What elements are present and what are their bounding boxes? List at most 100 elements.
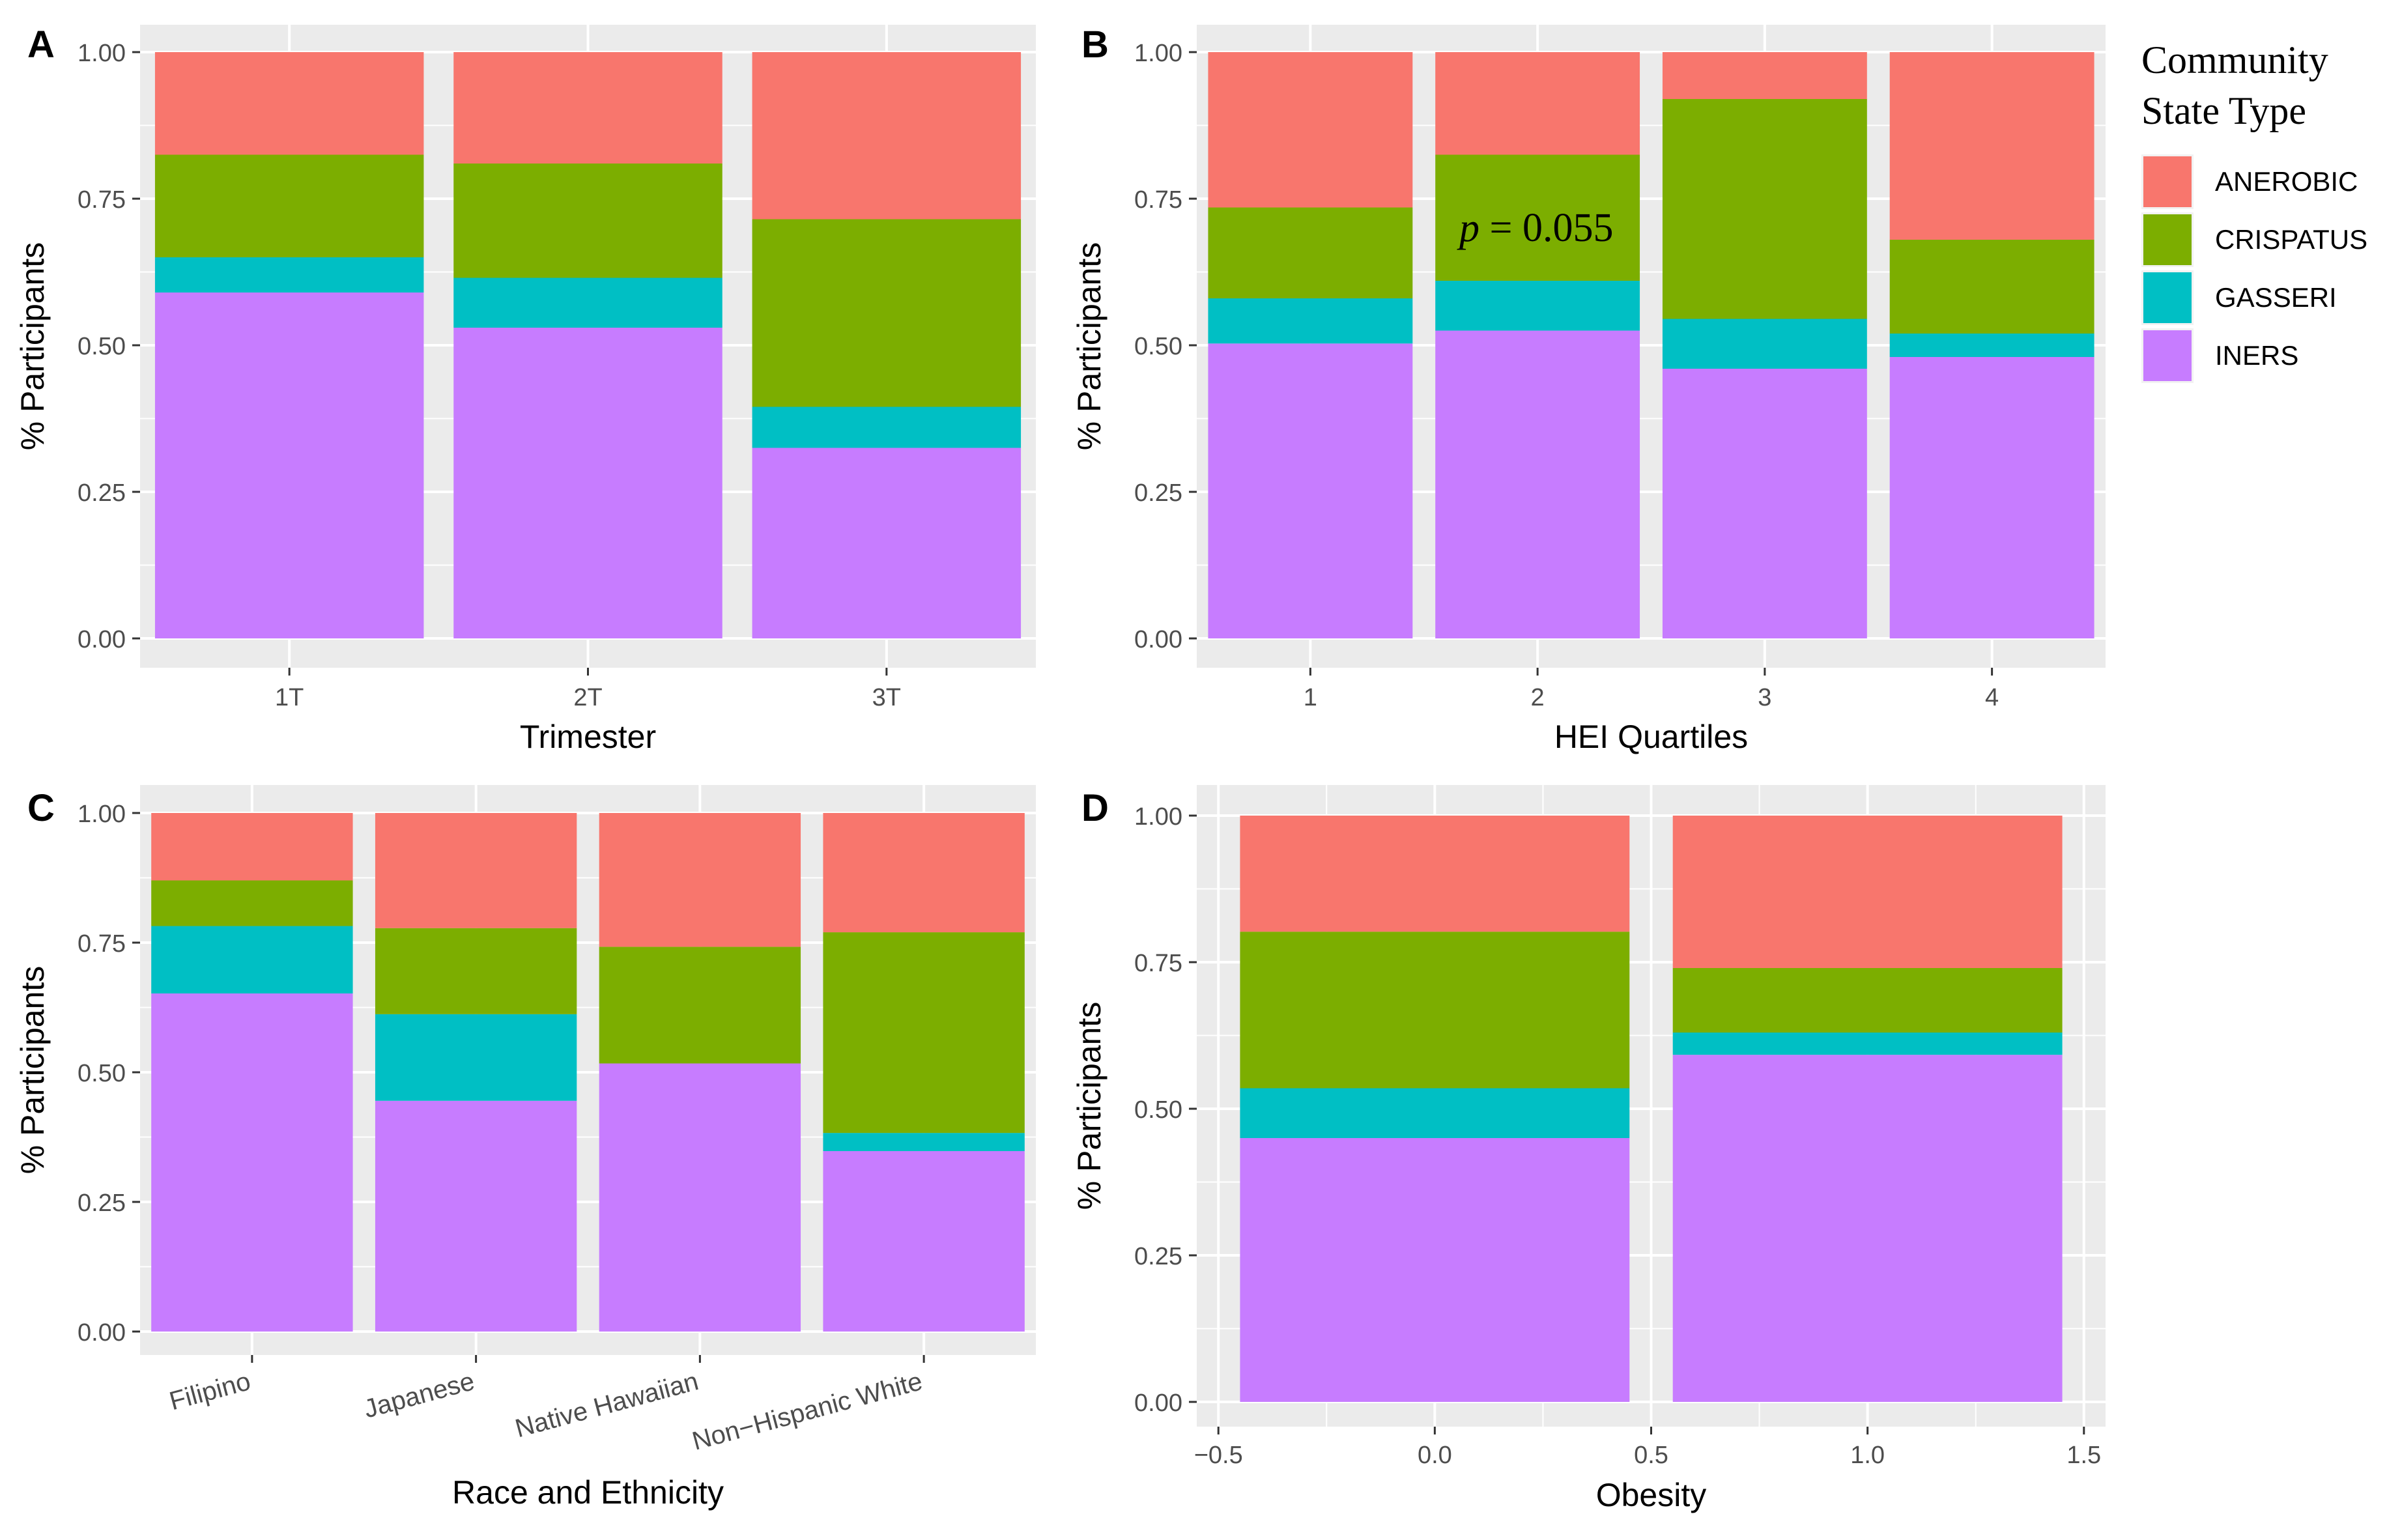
x-tick-label: 3T: [872, 684, 901, 711]
y-axis-title: % Participants: [14, 966, 51, 1175]
x-tick-label: Non−Hispanic White: [689, 1367, 926, 1456]
bar-segment-anerobic: [1672, 816, 2063, 968]
bar-segment-gasseri: [1208, 298, 1413, 344]
panel-letter: C: [27, 787, 55, 829]
bar-segment-gasseri: [752, 406, 1022, 448]
x-tick-label: 4: [1985, 684, 1999, 711]
bar-segment-gasseri: [453, 278, 722, 328]
bar-segment-crispatus: [151, 880, 353, 926]
bar-segment-anerobic: [752, 52, 1022, 220]
legend-label-anerobic: ANEROBIC: [2215, 166, 2358, 197]
x-tick-label: 1T: [275, 684, 304, 711]
y-tick-label: 1.00: [1134, 40, 1182, 67]
bar-segment-anerobic: [1435, 52, 1640, 155]
bar-segment-gasseri: [375, 1014, 577, 1101]
bar-segment-anerobic: [151, 813, 353, 881]
bar-segment-anerobic: [823, 813, 1025, 933]
x-axis-title: Trimester: [520, 719, 656, 755]
bar-segment-anerobic: [375, 813, 577, 928]
bar-segment-gasseri: [1889, 334, 2094, 357]
bar-segment-gasseri: [823, 1133, 1025, 1151]
y-tick-label: 1.00: [78, 40, 126, 67]
bar-segment-anerobic: [599, 813, 801, 947]
x-tick-label: 2T: [573, 684, 602, 711]
y-axis-title: % Participants: [1071, 1002, 1108, 1210]
panel-c: 0.00 0.25 0.50 0.75 1.00 Filipino Japanese Nati…: [14, 785, 1036, 1511]
x-axis-title: HEI Quartiles: [1554, 719, 1748, 755]
legend-key-crispatus: [2143, 214, 2192, 265]
y-axis-title: % Participants: [1071, 242, 1108, 451]
y-tick-label: 0.25: [1134, 1243, 1182, 1270]
bar-segment-iners: [1435, 330, 1640, 638]
bar-segment-iners: [599, 1063, 801, 1332]
x-tick-label: 1: [1304, 684, 1317, 711]
bar-segment-crispatus: [1662, 99, 1867, 319]
bar-segment-iners: [1662, 369, 1867, 638]
y-tick-label: 0.50: [1134, 1096, 1182, 1124]
bar-segment-iners: [154, 292, 424, 638]
x-tick-label: Native Hawaiian: [512, 1367, 702, 1443]
legend-key-iners: [2143, 330, 2192, 381]
y-tick-label: 0.25: [78, 479, 126, 507]
panel-d: −0.5 0.0 0.5 1.0 1.5 0.00 0.25 0.50 0.75 1.00 Obes…: [1071, 785, 2106, 1513]
x-tick-label: 3: [1758, 684, 1771, 711]
bar-segment-crispatus: [375, 928, 577, 1014]
bar-segment-anerobic: [154, 52, 424, 155]
bar-segment-crispatus: [752, 219, 1022, 407]
y-tick-label: 0.00: [78, 1319, 126, 1347]
x-tick-label: 2: [1531, 684, 1545, 711]
legend-label-gasseri: GASSERI: [2215, 282, 2337, 313]
legend-label-iners: INERS: [2215, 340, 2298, 371]
x-axis-title: Race and Ethnicity: [452, 1474, 724, 1511]
y-axis-title: % Participants: [14, 242, 51, 451]
bar-segment-iners: [752, 448, 1022, 638]
panel-letter: B: [1081, 23, 1109, 66]
bar-segment-crispatus: [1672, 968, 2063, 1033]
y-tick-label: 0.00: [78, 626, 126, 653]
bar-segment-gasseri: [1435, 281, 1640, 331]
bar-segment-iners: [1672, 1055, 2063, 1402]
bar-segment-anerobic: [1208, 52, 1413, 208]
y-tick-label: 0.75: [1134, 186, 1182, 214]
y-tick-label: 0.50: [1134, 333, 1182, 360]
bar-segment-iners: [823, 1150, 1025, 1332]
bar-segment-crispatus: [1889, 240, 2094, 334]
x-axis-title: Obesity: [1596, 1477, 1707, 1513]
x-tick-label: 0.0: [1418, 1442, 1452, 1469]
bar-segment-crispatus: [599, 947, 801, 1064]
y-tick-label: 1.00: [78, 801, 126, 828]
y-tick-label: 0.00: [1134, 1390, 1182, 1417]
legend-key-gasseri: [2143, 272, 2192, 323]
bar-segment-iners: [375, 1100, 577, 1332]
bar-segment-anerobic: [1240, 816, 1630, 932]
x-tick-label: Japanese: [361, 1367, 478, 1423]
y-tick-label: 0.75: [1134, 950, 1182, 977]
y-tick-label: 0.50: [78, 1060, 126, 1087]
x-tick-label: −0.5: [1194, 1442, 1243, 1469]
x-tick-label: 0.5: [1634, 1442, 1668, 1469]
bar-segment-gasseri: [154, 257, 424, 292]
legend-key-anerobic: [2143, 156, 2192, 207]
panel-letter: A: [27, 23, 55, 66]
bar-segment-gasseri: [1662, 319, 1867, 369]
bar-segment-iners: [1208, 343, 1413, 638]
bar-segment-anerobic: [1889, 52, 2094, 240]
bar-segment-iners: [1240, 1138, 1630, 1402]
bar-segment-crispatus: [1240, 932, 1630, 1089]
bar-segment-crispatus: [154, 154, 424, 257]
p-value-annotation: p = 0.055: [1457, 206, 1613, 250]
y-tick-label: 0.50: [78, 333, 126, 360]
x-tick-label: 1.0: [1850, 1442, 1885, 1469]
bar-segment-crispatus: [453, 164, 722, 278]
bar-segment-crispatus: [823, 932, 1025, 1134]
bar-segment-crispatus: [1208, 207, 1413, 298]
y-tick-label: 1.00: [1134, 803, 1182, 831]
legend-title: Community: [2141, 38, 2328, 81]
panel-letter: D: [1081, 787, 1109, 829]
bar-segment-anerobic: [1662, 52, 1867, 99]
legend: Community State Type ANEROBIC CRISPATUS GASS…: [2141, 38, 2367, 383]
panel-b: 0.00 0.25 0.50 0.75 1.00 1 2 3 4 HEI Quartiles % P…: [1071, 23, 2106, 755]
y-tick-label: 0.75: [78, 186, 126, 214]
y-tick-label: 0.25: [1134, 479, 1182, 507]
